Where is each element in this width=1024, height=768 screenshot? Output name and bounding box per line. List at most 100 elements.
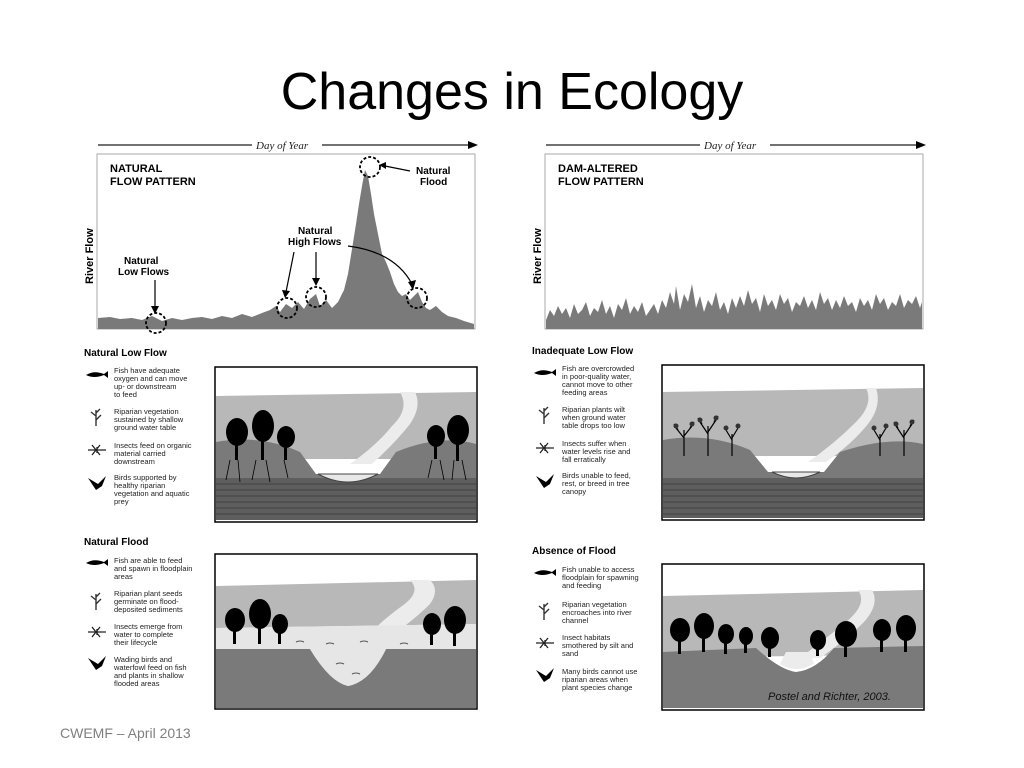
natural-hydrograph [98, 170, 474, 329]
arrow-head-icon [282, 290, 290, 298]
inadequate-low-flow-scene [661, 364, 925, 521]
legend-text: water to complete [113, 630, 173, 639]
legend-text: their lifecycle [114, 638, 157, 647]
insect-icon [88, 626, 106, 638]
highlight-circle [145, 312, 167, 334]
natural-flood-scene [214, 553, 478, 710]
legend-item: Birds unable to feed, rest, or breed in … [536, 471, 631, 496]
highlight-circle [406, 287, 428, 309]
highlight-circle [305, 286, 327, 308]
absence-of-flood-scene: Postel and Richter, 2003. [661, 563, 925, 711]
pointer-arrow [285, 251, 295, 293]
label-natural-flood: Flood [420, 177, 447, 188]
legend-text: Many birds cannot use [562, 667, 637, 676]
legend-item: Insect habitats smothered by silt and sa… [536, 633, 633, 658]
day-of-year-label: Day of Year [255, 140, 309, 152]
pattern-title: DAM-ALTERED [558, 163, 638, 175]
legend-text: areas [114, 572, 133, 581]
bird-icon [536, 668, 554, 682]
legend-text: when ground water [561, 413, 626, 422]
legend-text: prey [114, 497, 129, 506]
bird-icon [88, 476, 106, 490]
legend-text: Wading birds and [114, 655, 172, 664]
legend-text: table drops too low [562, 421, 626, 430]
legend-text: channel [562, 616, 589, 625]
legend-text: and feeding [562, 581, 601, 590]
fish-icon [86, 371, 108, 378]
legend-text: flooded areas [114, 679, 160, 688]
slide-title: Changes in Ecology [280, 63, 744, 121]
highlight-circle [276, 297, 298, 319]
legend-text: plant species change [562, 683, 632, 692]
legend-item: Many birds cannot use riparian areas whe… [536, 667, 637, 692]
legend-text: riparian areas when [562, 675, 628, 684]
pattern-title: FLOW PATTERN [110, 176, 196, 188]
legend-text: Insects suffer when [562, 439, 626, 448]
y-axis-label: River Flow [84, 228, 96, 284]
pattern-title: NATURAL [110, 163, 163, 175]
legend-text: Birds supported by [114, 473, 177, 482]
legend-item: Riparian vegetation encroaches into rive… [538, 600, 632, 625]
section-heading: Inadequate Low Flow [532, 346, 633, 357]
legend-text: ground water table [114, 423, 176, 432]
legend-text: Birds unable to feed, [562, 471, 631, 480]
legend-text: and plants in shallow [114, 671, 184, 680]
pointer-arrow [347, 245, 413, 285]
legend-text: water levels rise and [561, 447, 630, 456]
plant-icon [90, 592, 102, 610]
legend-text: material carried [114, 449, 166, 458]
legend-text: deposited sediments [114, 605, 183, 614]
bird-icon [536, 474, 554, 488]
legend-text: Insect habitats [562, 633, 611, 642]
insect-icon [536, 637, 554, 649]
legend-text: vegetation and aquatic [114, 489, 190, 498]
legend-item: Insects suffer when water levels rise an… [536, 439, 630, 464]
legend-item: Wading birds and waterfowl feed on fish … [88, 655, 187, 688]
section-heading: Natural Low Flow [84, 348, 167, 359]
arrow-head-icon [468, 141, 478, 149]
fish-icon [534, 569, 556, 576]
arrow-head-icon [151, 306, 159, 314]
day-of-year-label: Day of Year [703, 140, 757, 152]
legend-text: smothered by silt and [562, 641, 633, 650]
legend-text: rest, or breed in tree [562, 479, 630, 488]
legend-text: Fish unable to access [562, 565, 635, 574]
legend-item: Riparian plant seeds germinate on flood-… [90, 589, 183, 614]
fish-icon [534, 369, 556, 376]
label-natural-high: Natural [298, 226, 333, 237]
dam-altered-flow-figure: Day of Year DAM-ALTERED FLOW PATTERN Riv… [532, 140, 926, 711]
legend-text: healthy riparian [114, 481, 165, 490]
legend-text: cannot move to other [562, 380, 633, 389]
legend-item: Fish unable to access floodplain for spa… [534, 565, 639, 590]
legend-text: Insects emerge from [114, 622, 182, 631]
fish-icon [86, 559, 108, 566]
bird-icon [88, 656, 106, 670]
legend-item: Riparian plants wilt when ground water t… [538, 405, 626, 430]
arrow-head-icon [916, 141, 926, 149]
legend-text: downstream [114, 457, 155, 466]
legend-item: Fish have adequate oxygen and can move u… [86, 366, 187, 399]
plant-icon [538, 406, 550, 424]
legend-text: canopy [562, 487, 586, 496]
natural-low-flow-scene [214, 366, 478, 523]
legend-text: sustained by shallow [114, 415, 184, 424]
legend-item: Fish are able to feed and spawn in flood… [86, 556, 192, 581]
y-axis-label: River Flow [532, 228, 544, 284]
section-heading: Natural Flood [84, 537, 148, 548]
insect-icon [536, 442, 554, 454]
legend-text: germinate on flood- [114, 597, 179, 606]
pattern-title: FLOW PATTERN [558, 176, 644, 188]
highlight-circle [359, 156, 381, 178]
legend-text: and spawn in floodplain [114, 564, 192, 573]
footer-text: CWEMF – April 2013 [60, 725, 191, 741]
legend-text: waterfowl feed on fish [113, 663, 187, 672]
legend-text: feeding areas [562, 388, 608, 397]
legend-text: fall erratically [562, 455, 606, 464]
section-heading: Absence of Flood [532, 546, 616, 557]
legend-item: Insects emerge from water to complete th… [88, 622, 182, 647]
natural-flow-figure: Day of Year NATURAL FLOW PATTERN River F… [84, 140, 478, 710]
arrow-head-icon [379, 162, 386, 169]
legend-text: oxygen and can move [114, 374, 187, 383]
legend-text: Riparian vegetation [562, 600, 627, 609]
pointer-arrow [384, 165, 411, 172]
